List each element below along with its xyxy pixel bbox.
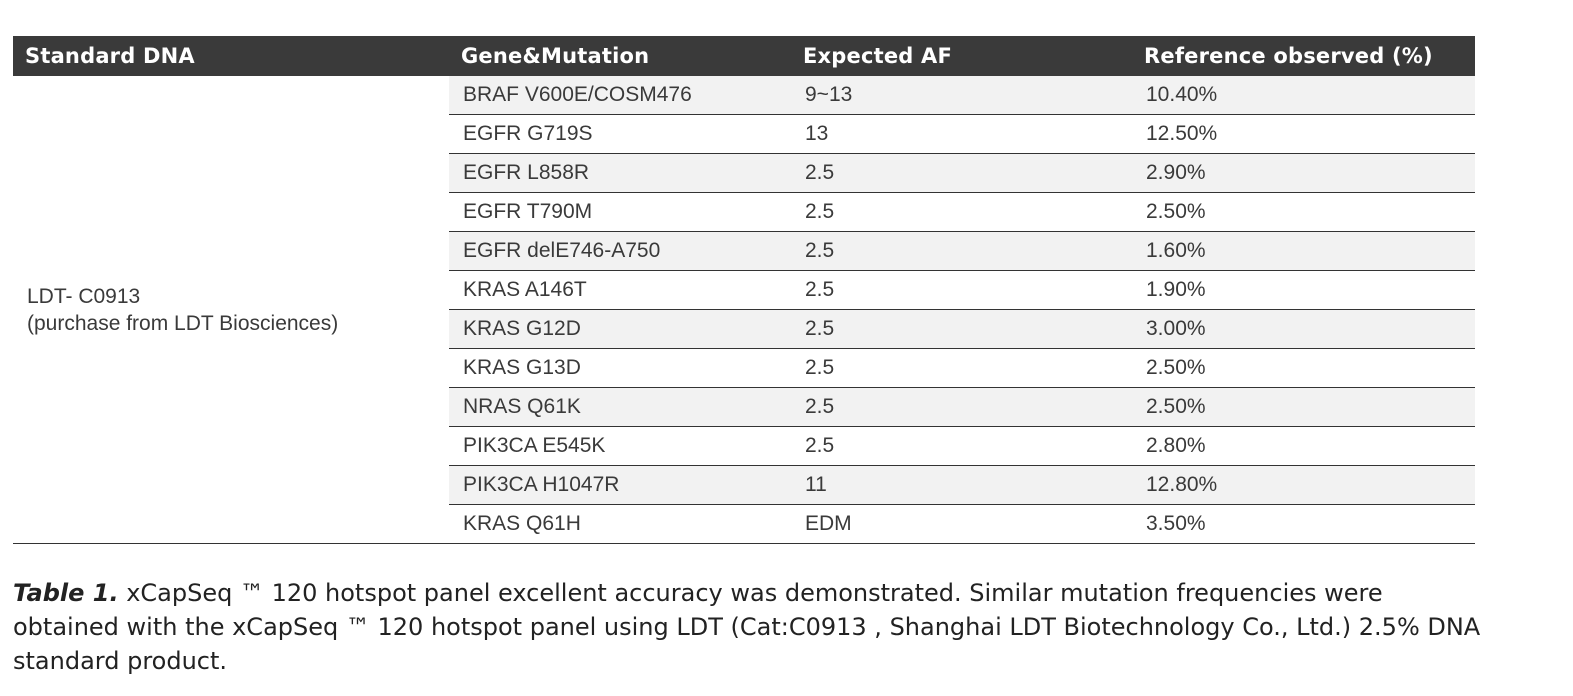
observed-cell: 2.50% — [1132, 348, 1475, 388]
standard-dna-cell: LDT- C0913 (purchase from LDT Bioscience… — [13, 76, 449, 544]
expected-af-cell: 11 — [791, 465, 1132, 505]
observed-cell: 3.00% — [1132, 309, 1475, 349]
table-row: LDT- C0913 (purchase from LDT Bioscience… — [13, 76, 1475, 544]
table-row: KRAS A146T 2.5 1.90% — [13, 270, 1475, 310]
mutation-table-container: Standard DNA Gene&Mutation Expected AF R… — [13, 36, 1475, 544]
observed-cell: 12.50% — [1132, 114, 1475, 154]
observed-cell: 2.90% — [1132, 153, 1475, 193]
expected-af-cell: 2.5 — [791, 153, 1132, 193]
expected-af-cell: 2.5 — [791, 309, 1132, 349]
gene-mutation-cell: KRAS Q61H — [449, 504, 791, 544]
expected-af-cell: 2.5 — [791, 387, 1132, 427]
gene-mutation-cell: EGFR T790M — [449, 192, 791, 232]
table-row: EGFR delE746-A750 2.5 1.60% — [13, 231, 1475, 271]
table-body: LDT- C0913 (purchase from LDT Bioscience… — [13, 76, 1475, 544]
observed-cell: 1.90% — [1132, 270, 1475, 310]
expected-af-cell: 13 — [791, 114, 1132, 154]
standard-dna-source: (purchase from LDT Biosciences) — [27, 311, 339, 335]
expected-af-cell: 2.5 — [791, 270, 1132, 310]
gene-mutation-cell: KRAS A146T — [449, 270, 791, 310]
caption-label: Table 1. — [13, 579, 119, 607]
header-standard-dna: Standard DNA — [25, 44, 195, 68]
standard-dna-name: LDT- C0913 — [27, 284, 141, 308]
observed-cell: 1.60% — [1132, 231, 1475, 271]
observed-cell: 12.80% — [1132, 465, 1475, 505]
table-row: EGFR L858R 2.5 2.90% — [13, 153, 1475, 193]
gene-mutation-cell: EGFR L858R — [449, 153, 791, 193]
gene-mutation-cell: NRAS Q61K — [449, 387, 791, 427]
table-row: EGFR G719S 13 12.50% — [13, 114, 1475, 154]
gene-mutation-cell: KRAS G13D — [449, 348, 791, 388]
header-expected-af: Expected AF — [803, 44, 953, 68]
table-row: KRAS Q61H EDM 3.50% — [13, 504, 1475, 544]
table-row: PIK3CA H1047R 11 12.80% — [13, 465, 1475, 505]
header-gene-mutation: Gene&Mutation — [461, 44, 650, 68]
observed-cell: 10.40% — [1132, 76, 1475, 115]
table-row: PIK3CA E545K 2.5 2.80% — [13, 426, 1475, 466]
mutation-table: Standard DNA Gene&Mutation Expected AF R… — [13, 36, 1475, 544]
gene-mutation-cell: KRAS G12D — [449, 309, 791, 349]
expected-af-cell: 9~13 — [791, 76, 1132, 115]
expected-af-cell: 2.5 — [791, 192, 1132, 232]
expected-af-cell: 2.5 — [791, 348, 1132, 388]
table-header-row: Standard DNA Gene&Mutation Expected AF R… — [13, 36, 1475, 76]
gene-mutation-cell: EGFR delE746-A750 — [449, 231, 791, 271]
table-caption: Table 1. xCapSeq ™ 120 hotspot panel exc… — [13, 576, 1493, 678]
gene-mutation-cell: EGFR G719S — [449, 114, 791, 154]
caption-text: xCapSeq ™ 120 hotspot panel excellent ac… — [13, 579, 1481, 675]
expected-af-cell: 2.5 — [791, 231, 1132, 271]
expected-af-cell: EDM — [791, 504, 1132, 544]
observed-cell: 2.50% — [1132, 192, 1475, 232]
observed-cell: 2.50% — [1132, 387, 1475, 427]
observed-cell: 3.50% — [1132, 504, 1475, 544]
table-row: EGFR T790M 2.5 2.50% — [13, 192, 1475, 232]
table-row: NRAS Q61K 2.5 2.50% — [13, 387, 1475, 427]
observed-cell: 2.80% — [1132, 426, 1475, 466]
expected-af-cell: 2.5 — [791, 426, 1132, 466]
gene-mutation-cell: PIK3CA H1047R — [449, 465, 791, 505]
table-row: KRAS G12D 2.5 3.00% — [13, 309, 1475, 349]
table-row: KRAS G13D 2.5 2.50% — [13, 348, 1475, 388]
header-reference-observed: Reference observed (%) — [1144, 44, 1433, 68]
gene-mutation-cell: BRAF V600E/COSM476 — [449, 76, 791, 115]
gene-mutation-cell: PIK3CA E545K — [449, 426, 791, 466]
